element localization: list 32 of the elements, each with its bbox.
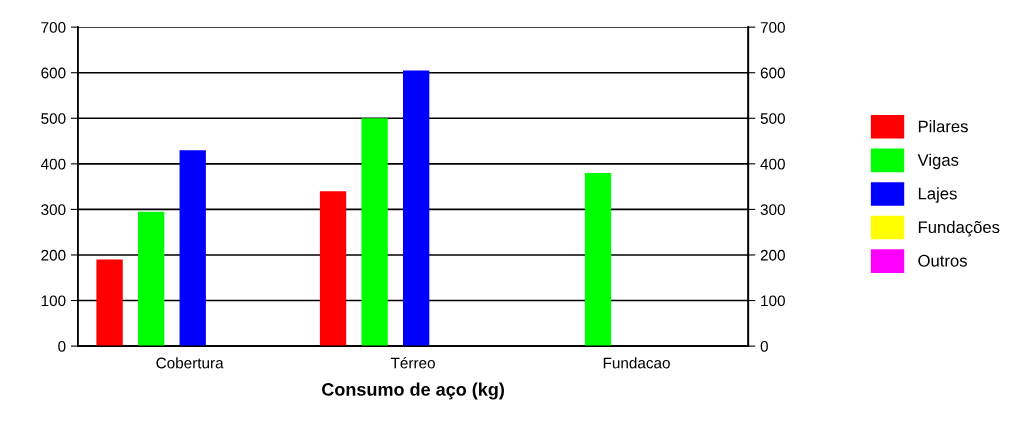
y2-tick-label: 500 — [760, 113, 785, 124]
bar — [137, 211, 165, 347]
y2-tick-label: 0 — [760, 340, 768, 352]
bar — [403, 70, 430, 347]
y2-tick-label: 200 — [760, 249, 785, 261]
legend-label: Outros — [918, 254, 967, 267]
legend-label: Pilares — [918, 120, 968, 133]
legend-label: Lajes — [918, 187, 957, 203]
y-tick-label: 600 — [41, 67, 66, 79]
bar — [319, 191, 347, 347]
y2-tick-label: 400 — [760, 158, 785, 170]
y-tick-label: 0 — [58, 340, 66, 352]
y-tick-label: 300 — [41, 204, 66, 216]
x-tick-label: Cobertura — [156, 357, 224, 369]
bar — [361, 118, 388, 347]
y-tick-label: 200 — [41, 249, 66, 261]
bar — [179, 150, 206, 347]
y-tick-label: 400 — [40, 158, 66, 170]
y-tick-label: 700 — [41, 22, 66, 33]
y2-tick-label: 100 — [761, 295, 785, 307]
x-axis-title: Consumo de aço (kg) — [322, 382, 504, 400]
y2-tick-label: 300 — [760, 204, 785, 216]
y2-tick-label: 700 — [760, 22, 785, 33]
bar — [584, 172, 612, 347]
legend-label: Fundações — [918, 220, 1000, 237]
bar — [96, 259, 123, 347]
x-tick-label: Térreo — [390, 357, 435, 369]
y-tick-label: 500 — [41, 113, 66, 124]
y-tick-label: 100 — [41, 295, 66, 307]
legend-label: Vigas — [917, 153, 959, 170]
x-tick-label: Fundacao — [603, 357, 670, 369]
y2-tick-label: 600 — [760, 67, 785, 79]
